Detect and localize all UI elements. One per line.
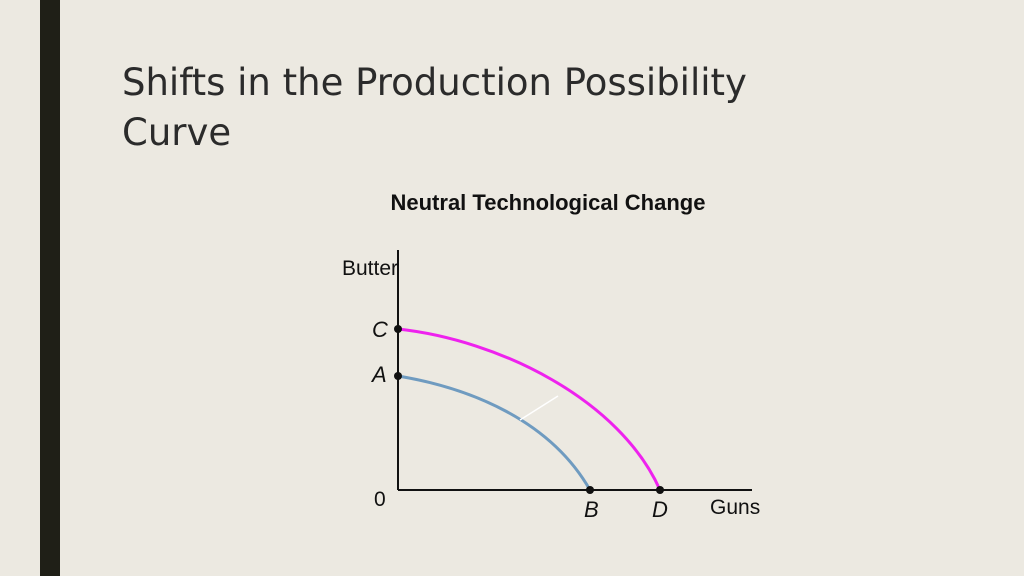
- origin-label: 0: [374, 488, 386, 511]
- point-b-marker: [586, 486, 594, 494]
- accent-bar: [40, 0, 60, 576]
- point-d-marker: [656, 486, 664, 494]
- original-ppc-curve: [397, 374, 592, 491]
- point-c-label: C: [372, 317, 388, 342]
- x-axis-label: Guns: [710, 496, 760, 519]
- slide-title-line2: Curve: [122, 111, 232, 154]
- slide-title: Shifts in the Production Possibility Cur…: [122, 58, 882, 158]
- point-a-marker: [394, 372, 402, 380]
- shift-arrow: [519, 395, 559, 421]
- point-a-label: A: [370, 362, 387, 387]
- point-c-marker: [394, 325, 402, 333]
- y-axis-label: Butter: [342, 257, 398, 280]
- shifted-ppc-curve: [397, 327, 662, 491]
- point-d-label: D: [652, 497, 668, 522]
- slide-title-line1: Shifts in the Production Possibility: [122, 61, 747, 104]
- point-b-label: B: [584, 497, 599, 522]
- diagram-subtitle: Neutral Technological Change: [391, 190, 706, 215]
